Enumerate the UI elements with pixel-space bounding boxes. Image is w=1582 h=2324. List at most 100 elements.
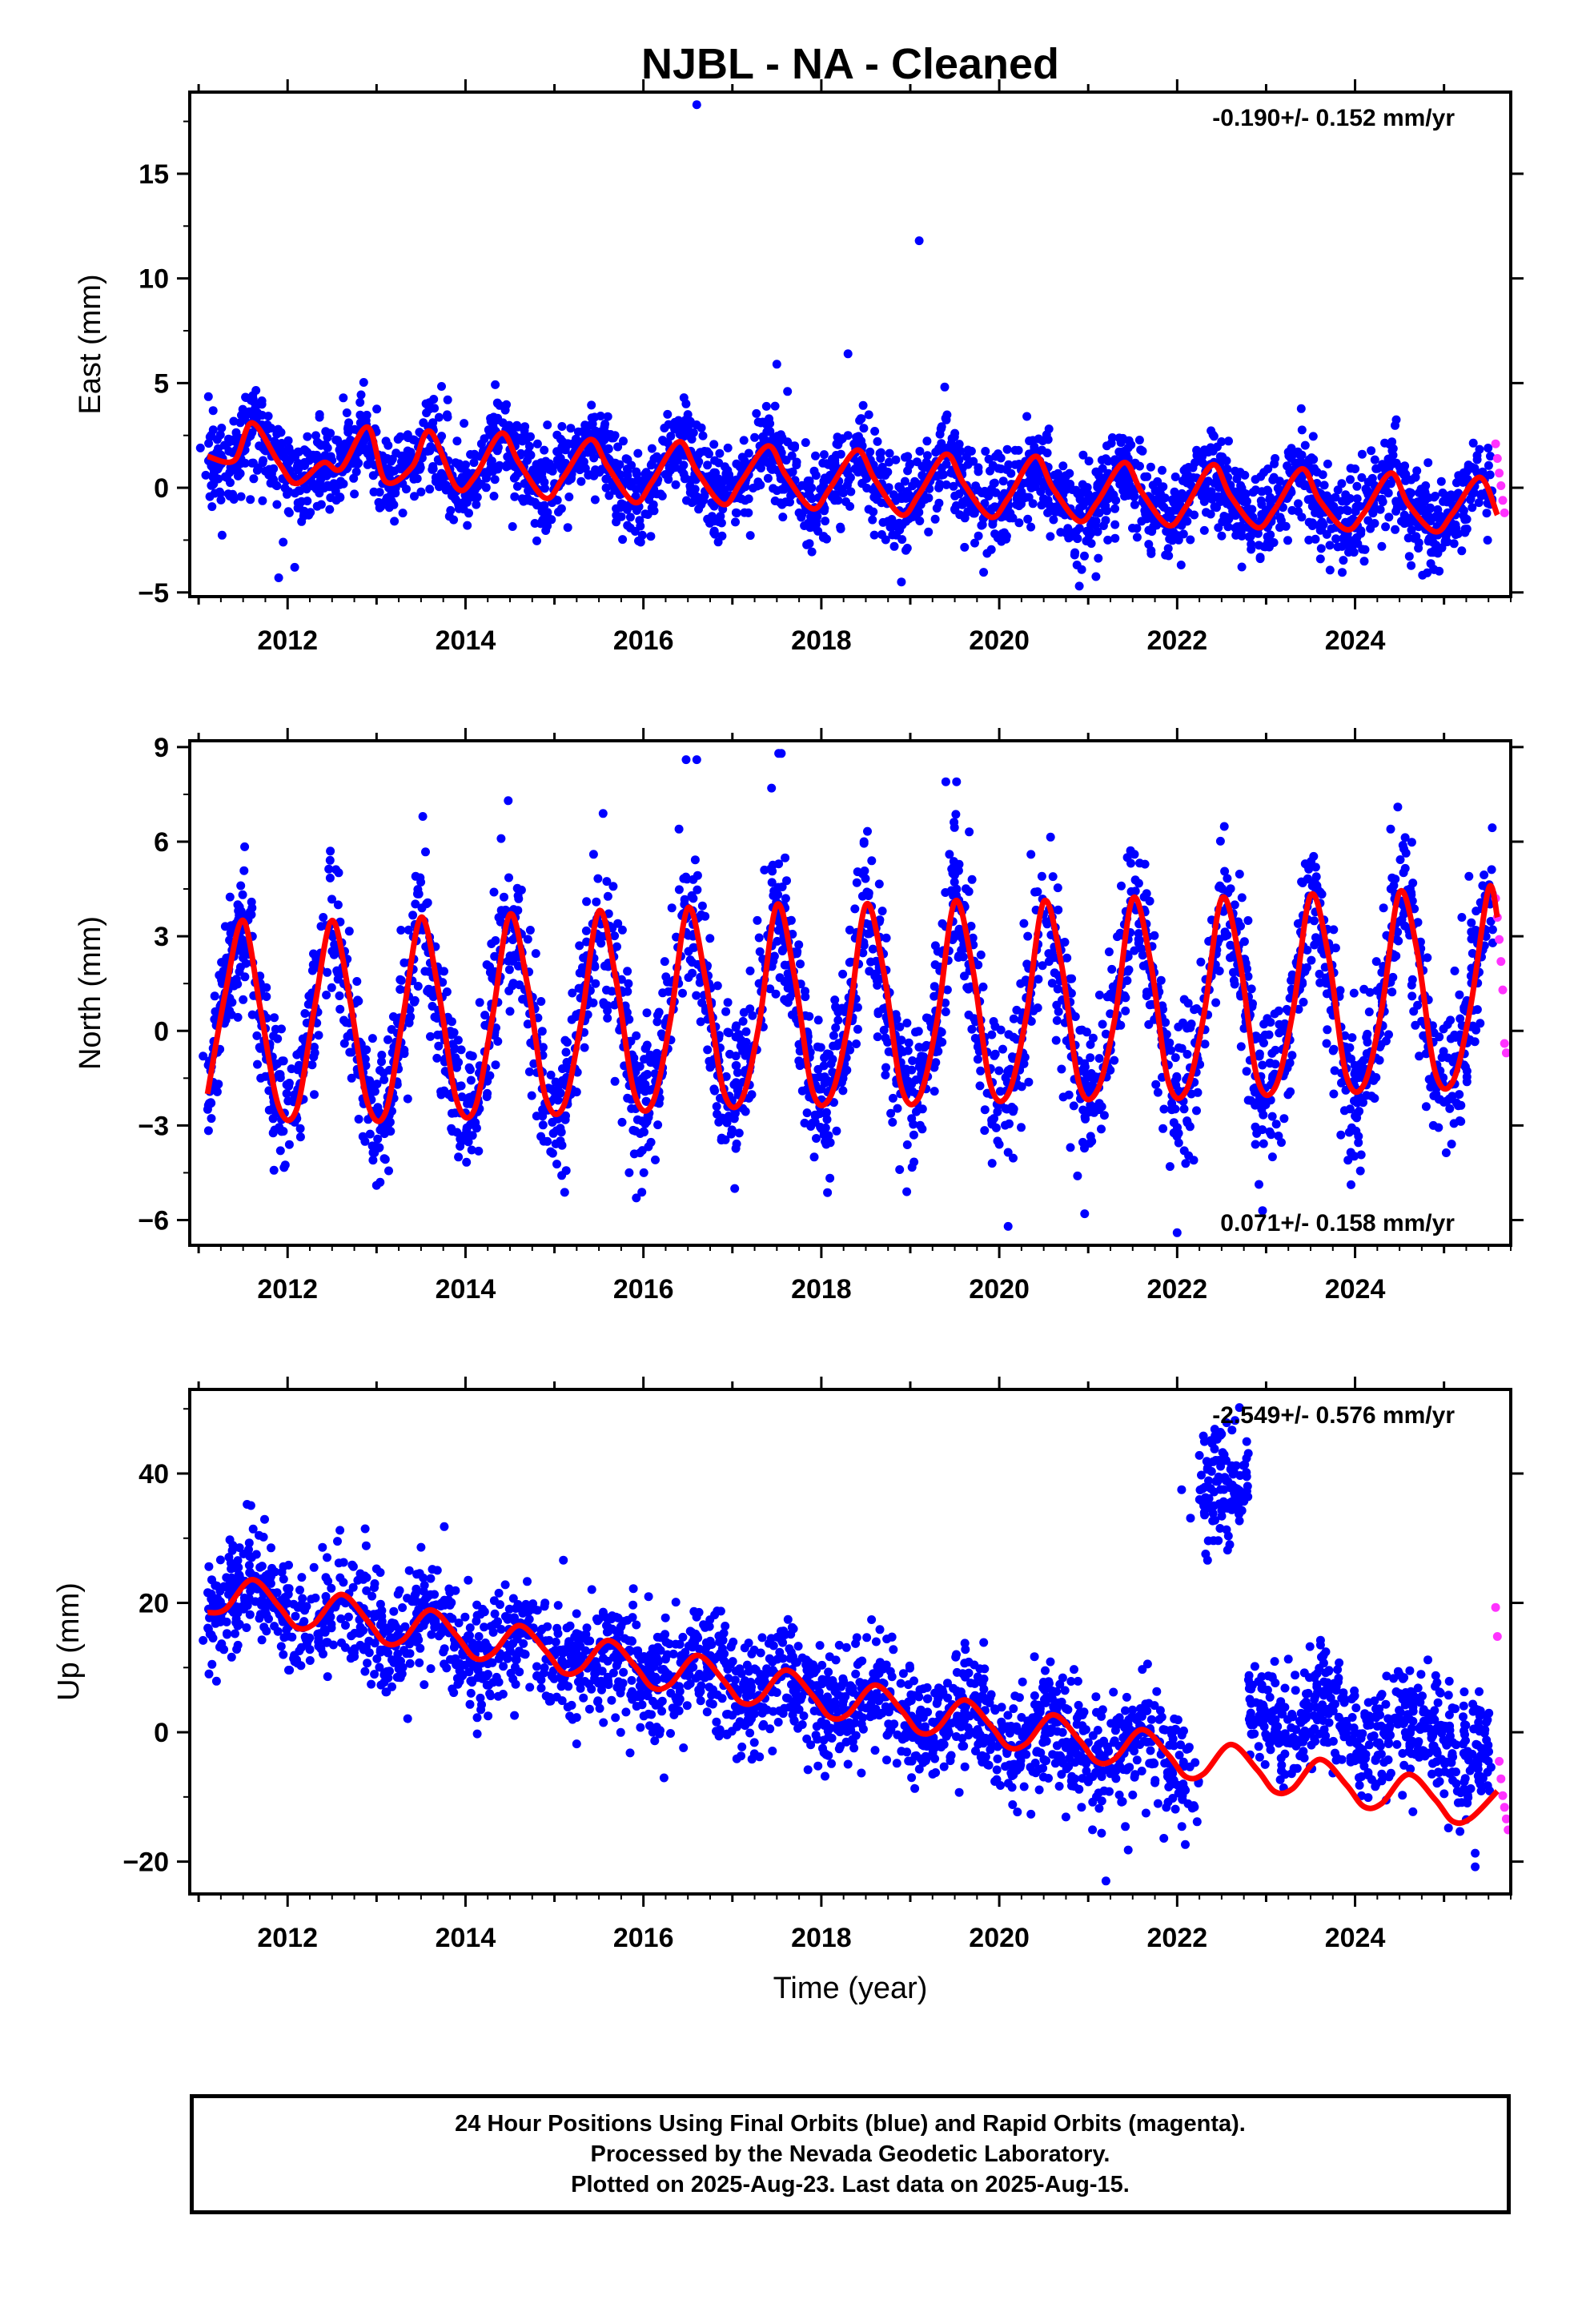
final-orbit-point <box>596 412 605 420</box>
final-orbit-point <box>1206 489 1215 499</box>
final-orbit-point <box>1118 476 1128 485</box>
final-orbit-point <box>1156 975 1166 985</box>
final-orbit-point <box>504 956 513 966</box>
final-orbit-point <box>329 479 339 489</box>
final-orbit-point <box>1054 905 1063 915</box>
final-orbit-point <box>1241 489 1251 499</box>
x-tick-label: 2022 <box>1147 625 1208 656</box>
final-orbit-point <box>1443 537 1452 547</box>
final-orbit-point <box>830 456 840 465</box>
final-orbit-point <box>875 448 885 458</box>
final-orbit-point <box>850 904 860 914</box>
final-orbit-point <box>616 470 625 480</box>
final-orbit-point <box>1044 424 1054 434</box>
final-orbit-point <box>930 1087 939 1096</box>
final-orbit-point <box>1435 1032 1444 1042</box>
outlier-point <box>772 360 781 369</box>
final-orbit-point <box>879 1025 889 1035</box>
final-orbit-point <box>689 894 698 903</box>
final-orbit-point <box>636 537 645 547</box>
final-orbit-point <box>430 404 440 413</box>
final-orbit-point <box>843 431 853 440</box>
final-orbit-point <box>763 458 773 468</box>
final-orbit-point <box>512 883 522 893</box>
final-orbit-point <box>1407 525 1416 535</box>
final-orbit-point <box>465 1065 475 1075</box>
x-tick-label: 2020 <box>969 625 1030 656</box>
final-orbit-point <box>1122 976 1132 985</box>
final-orbit-point <box>616 975 626 984</box>
final-orbit-point <box>396 464 405 473</box>
final-orbit-point <box>1058 461 1068 471</box>
final-orbit-point <box>922 436 932 446</box>
final-orbit-point <box>544 514 554 524</box>
final-orbit-point <box>428 462 438 471</box>
final-orbit-point <box>825 1173 835 1183</box>
final-orbit-point <box>978 982 988 991</box>
final-orbit-point <box>215 489 225 498</box>
final-orbit-point <box>980 1126 990 1136</box>
final-orbit-point <box>1207 426 1216 436</box>
final-orbit-point <box>639 1168 648 1177</box>
final-orbit-point <box>1380 438 1390 448</box>
final-orbit-point <box>903 466 913 476</box>
final-orbit-point <box>1263 532 1272 541</box>
final-orbit-point <box>1039 481 1049 491</box>
final-orbit-point <box>765 984 775 994</box>
final-orbit-point <box>291 452 299 462</box>
final-orbit-point <box>832 1126 841 1136</box>
final-orbit-point <box>1488 0 1497 5</box>
final-orbit-point <box>595 468 604 477</box>
final-orbit-point <box>723 465 733 475</box>
final-orbit-point <box>1381 522 1391 532</box>
final-orbit-point <box>629 1149 639 1159</box>
final-orbit-point <box>1211 998 1221 1007</box>
final-orbit-point <box>1106 439 1116 448</box>
final-orbit-point <box>452 1063 461 1072</box>
final-orbit-point <box>1455 1090 1464 1100</box>
final-orbit-point <box>493 399 503 408</box>
final-orbit-point <box>949 481 958 491</box>
final-orbit-point <box>1304 517 1314 527</box>
final-orbit-point <box>863 929 873 939</box>
final-orbit-point <box>520 426 529 436</box>
final-orbit-point <box>1319 480 1329 490</box>
x-tick-label: 2016 <box>613 625 674 656</box>
final-orbit-point <box>449 515 459 525</box>
final-orbit-point <box>1219 822 1229 831</box>
final-orbit-point <box>524 441 534 451</box>
final-orbit-point <box>974 960 983 970</box>
final-orbit-point <box>1388 444 1398 453</box>
final-orbit-point <box>752 408 761 418</box>
final-orbit-point <box>289 1090 299 1100</box>
final-orbit-point <box>589 453 599 463</box>
final-orbit-point <box>796 959 805 969</box>
final-orbit-point <box>1455 1116 1464 1125</box>
final-orbit-point <box>750 432 760 442</box>
final-orbit-point <box>731 508 741 517</box>
final-orbit-point <box>1414 544 1423 553</box>
final-orbit-point <box>1026 850 1036 859</box>
final-orbit-point <box>1243 504 1253 513</box>
final-orbit-point <box>325 873 335 883</box>
final-orbit-point <box>830 995 840 1005</box>
final-orbit-point <box>770 497 780 505</box>
final-orbit-point <box>282 1089 291 1098</box>
final-orbit-point <box>1315 554 1325 564</box>
final-orbit-point <box>652 1017 662 1027</box>
final-orbit-point <box>940 382 950 392</box>
final-orbit-point <box>1488 823 1497 833</box>
final-orbit-point <box>253 408 263 417</box>
final-orbit-point <box>310 481 319 490</box>
final-orbit-point <box>813 1064 823 1074</box>
final-orbit-point <box>685 416 695 426</box>
final-orbit-point <box>687 498 697 508</box>
final-orbit-point <box>778 513 788 522</box>
final-orbit-point <box>925 484 934 493</box>
final-orbit-point <box>1001 1120 1010 1130</box>
final-orbit-point <box>563 523 572 533</box>
final-orbit-point <box>323 443 332 452</box>
final-orbit-point <box>888 530 897 540</box>
final-orbit-point <box>390 517 400 526</box>
